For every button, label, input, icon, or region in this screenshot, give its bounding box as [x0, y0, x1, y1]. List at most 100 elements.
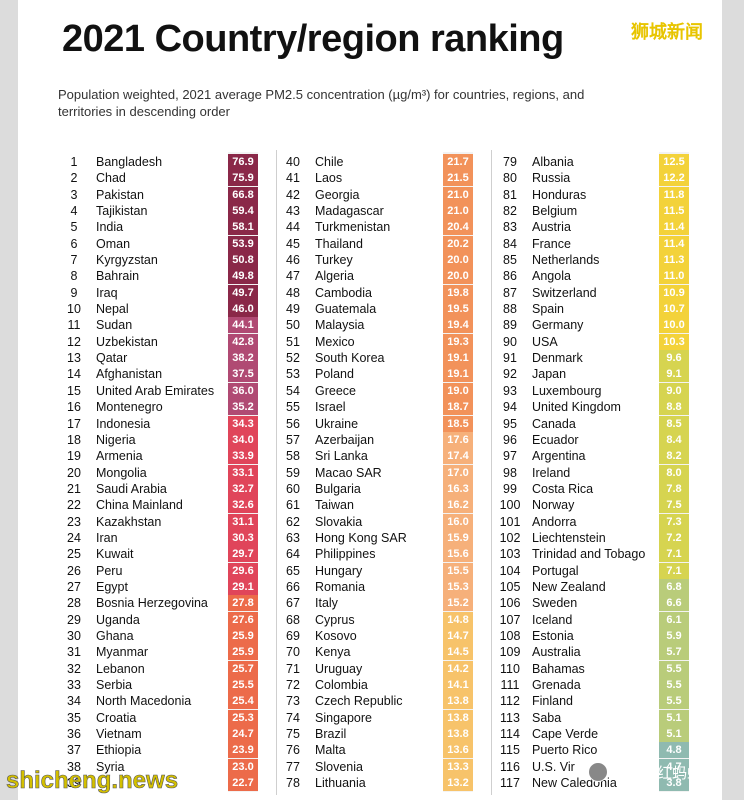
ranking-row: 40 Chile 21.7	[281, 154, 477, 170]
pm25-value-cell: 25.4	[228, 693, 258, 710]
pm25-value-cell: 14.5	[443, 644, 473, 661]
country-name: New Zealand	[532, 579, 606, 594]
rank-number: 107	[499, 612, 521, 627]
pm25-value-cell: 75.9	[228, 170, 258, 187]
ranking-row: 10 Nepal 46.0	[62, 301, 262, 318]
pm25-value-cell: 8.8	[659, 399, 689, 416]
country-name: Singapore	[315, 710, 372, 725]
rank-number: 51	[286, 334, 300, 349]
pm25-value-cell: 14.7	[443, 627, 473, 644]
pm25-value-cell: 20.0	[443, 268, 473, 285]
rank-number: 105	[499, 579, 521, 594]
rank-number: 71	[286, 661, 300, 676]
rank-number: 99	[503, 481, 517, 496]
rank-number: 115	[500, 743, 520, 758]
pm25-value-cell: 7.8	[659, 480, 689, 497]
country-name: Nepal	[96, 302, 129, 317]
ranking-row: 1 Bangladesh 76.9	[62, 154, 262, 170]
country-name: Vietnam	[96, 727, 142, 742]
country-name: Spain	[532, 302, 564, 317]
country-name: Ukraine	[315, 416, 359, 431]
pm25-value-cell: 5.7	[659, 644, 689, 661]
rank-number: 41	[286, 171, 300, 186]
ranking-row: 70 Kenya 14.5	[281, 644, 477, 661]
country-name: Greece	[315, 383, 356, 398]
ranking-row: 79 Albania 12.5	[498, 154, 694, 170]
pm25-value-cell: 12.2	[659, 170, 689, 187]
rank-number: 93	[503, 383, 517, 398]
rank-number: 59	[286, 465, 300, 480]
ranking-row: 34 North Macedonia 25.4	[62, 693, 262, 710]
rank-number: 25	[67, 547, 81, 562]
rank-number: 110	[500, 661, 520, 676]
column-divider	[491, 150, 492, 795]
rank-number: 81	[503, 187, 517, 202]
rank-number: 57	[286, 432, 300, 447]
page-title: 2021 Country/region ranking	[62, 18, 564, 60]
country-name: Trinidad and Tobago	[532, 547, 646, 562]
ranking-row: 38 Syria 23.0	[62, 758, 262, 775]
pm25-value-cell: 38.2	[228, 350, 258, 367]
ranking-row: 111 Grenada 5.5	[498, 677, 694, 693]
rank-number: 23	[67, 514, 81, 529]
rank-number: 103	[499, 547, 521, 562]
pm25-value-cell: 7.5	[659, 497, 689, 514]
rank-number: 102	[499, 530, 521, 545]
pm25-value-cell: 5.1	[659, 726, 689, 743]
pm25-value-cell: 24.7	[228, 726, 258, 743]
ranking-row: 103 Trinidad and Tobago 7.1	[498, 546, 694, 563]
rank-number: 45	[286, 236, 300, 251]
ranking-row: 19 Armenia 33.9	[62, 448, 262, 465]
pm25-value-cell: 11.0	[659, 268, 689, 285]
rank-number: 83	[503, 220, 517, 235]
ranking-row: 112 Finland 5.5	[498, 693, 694, 710]
rank-number: 30	[67, 628, 81, 643]
rank-number: 1	[70, 155, 78, 169]
rank-number: 9	[70, 285, 78, 300]
ranking-row: 56 Ukraine 18.5	[281, 415, 477, 432]
pm25-value-cell: 9.0	[659, 382, 689, 399]
pm25-value-cell: 46.0	[228, 301, 258, 318]
pm25-value-cell: 42.8	[228, 333, 258, 350]
country-name: Ireland	[532, 465, 571, 480]
country-name: Slovenia	[315, 759, 363, 774]
country-name: Saba	[532, 710, 562, 725]
pm25-value-cell: 14.2	[443, 660, 473, 677]
rank-number: 95	[503, 416, 517, 431]
ranking-row: 50 Malaysia 19.4	[281, 317, 477, 334]
rank-number: 86	[503, 269, 517, 284]
ranking-row: 58 Sri Lanka 17.4	[281, 448, 477, 465]
rank-number: 69	[286, 628, 300, 643]
ranking-row: 13 Qatar 38.2	[62, 350, 262, 367]
ranking-row: 80 Russia 12.2	[498, 170, 694, 187]
ranking-row: 88 Spain 10.7	[498, 301, 694, 318]
ranking-row: 104 Portugal 7.1	[498, 562, 694, 579]
pm25-value-cell: 13.8	[443, 693, 473, 710]
pm25-value-cell: 6.8	[659, 578, 689, 595]
ranking-row: 49 Guatemala 19.5	[281, 301, 477, 318]
ranking-row: 55 Israel 18.7	[281, 399, 477, 416]
ranking-row: 113 Saba 5.1	[498, 709, 694, 726]
ranking-row: 37 Ethiopia 23.9	[62, 742, 262, 759]
pm25-value-cell: 17.0	[443, 464, 473, 481]
rank-number: 13	[67, 351, 81, 366]
country-name: Chad	[96, 171, 126, 186]
ranking-row: 41 Laos 21.5	[281, 170, 477, 187]
country-name: Israel	[315, 400, 346, 415]
rank-number: 31	[67, 645, 81, 660]
country-name: Iran	[96, 530, 118, 545]
pm25-value-cell: 14.8	[443, 611, 473, 628]
rank-number: 108	[499, 628, 521, 643]
country-name: United Arab Emirates	[96, 383, 215, 398]
rank-number: 49	[286, 302, 300, 317]
rank-number: 16	[67, 400, 81, 415]
rank-number: 78	[286, 776, 300, 791]
rank-number: 92	[503, 367, 517, 382]
country-name: Honduras	[532, 187, 587, 202]
ranking-row: 36 Vietnam 24.7	[62, 726, 262, 743]
country-name: Serbia	[96, 678, 133, 692]
pm25-value-cell: 8.5	[659, 415, 689, 432]
country-name: Montenegro	[96, 400, 163, 415]
rank-number: 29	[67, 612, 81, 627]
pm25-value-cell: 10.3	[659, 333, 689, 350]
